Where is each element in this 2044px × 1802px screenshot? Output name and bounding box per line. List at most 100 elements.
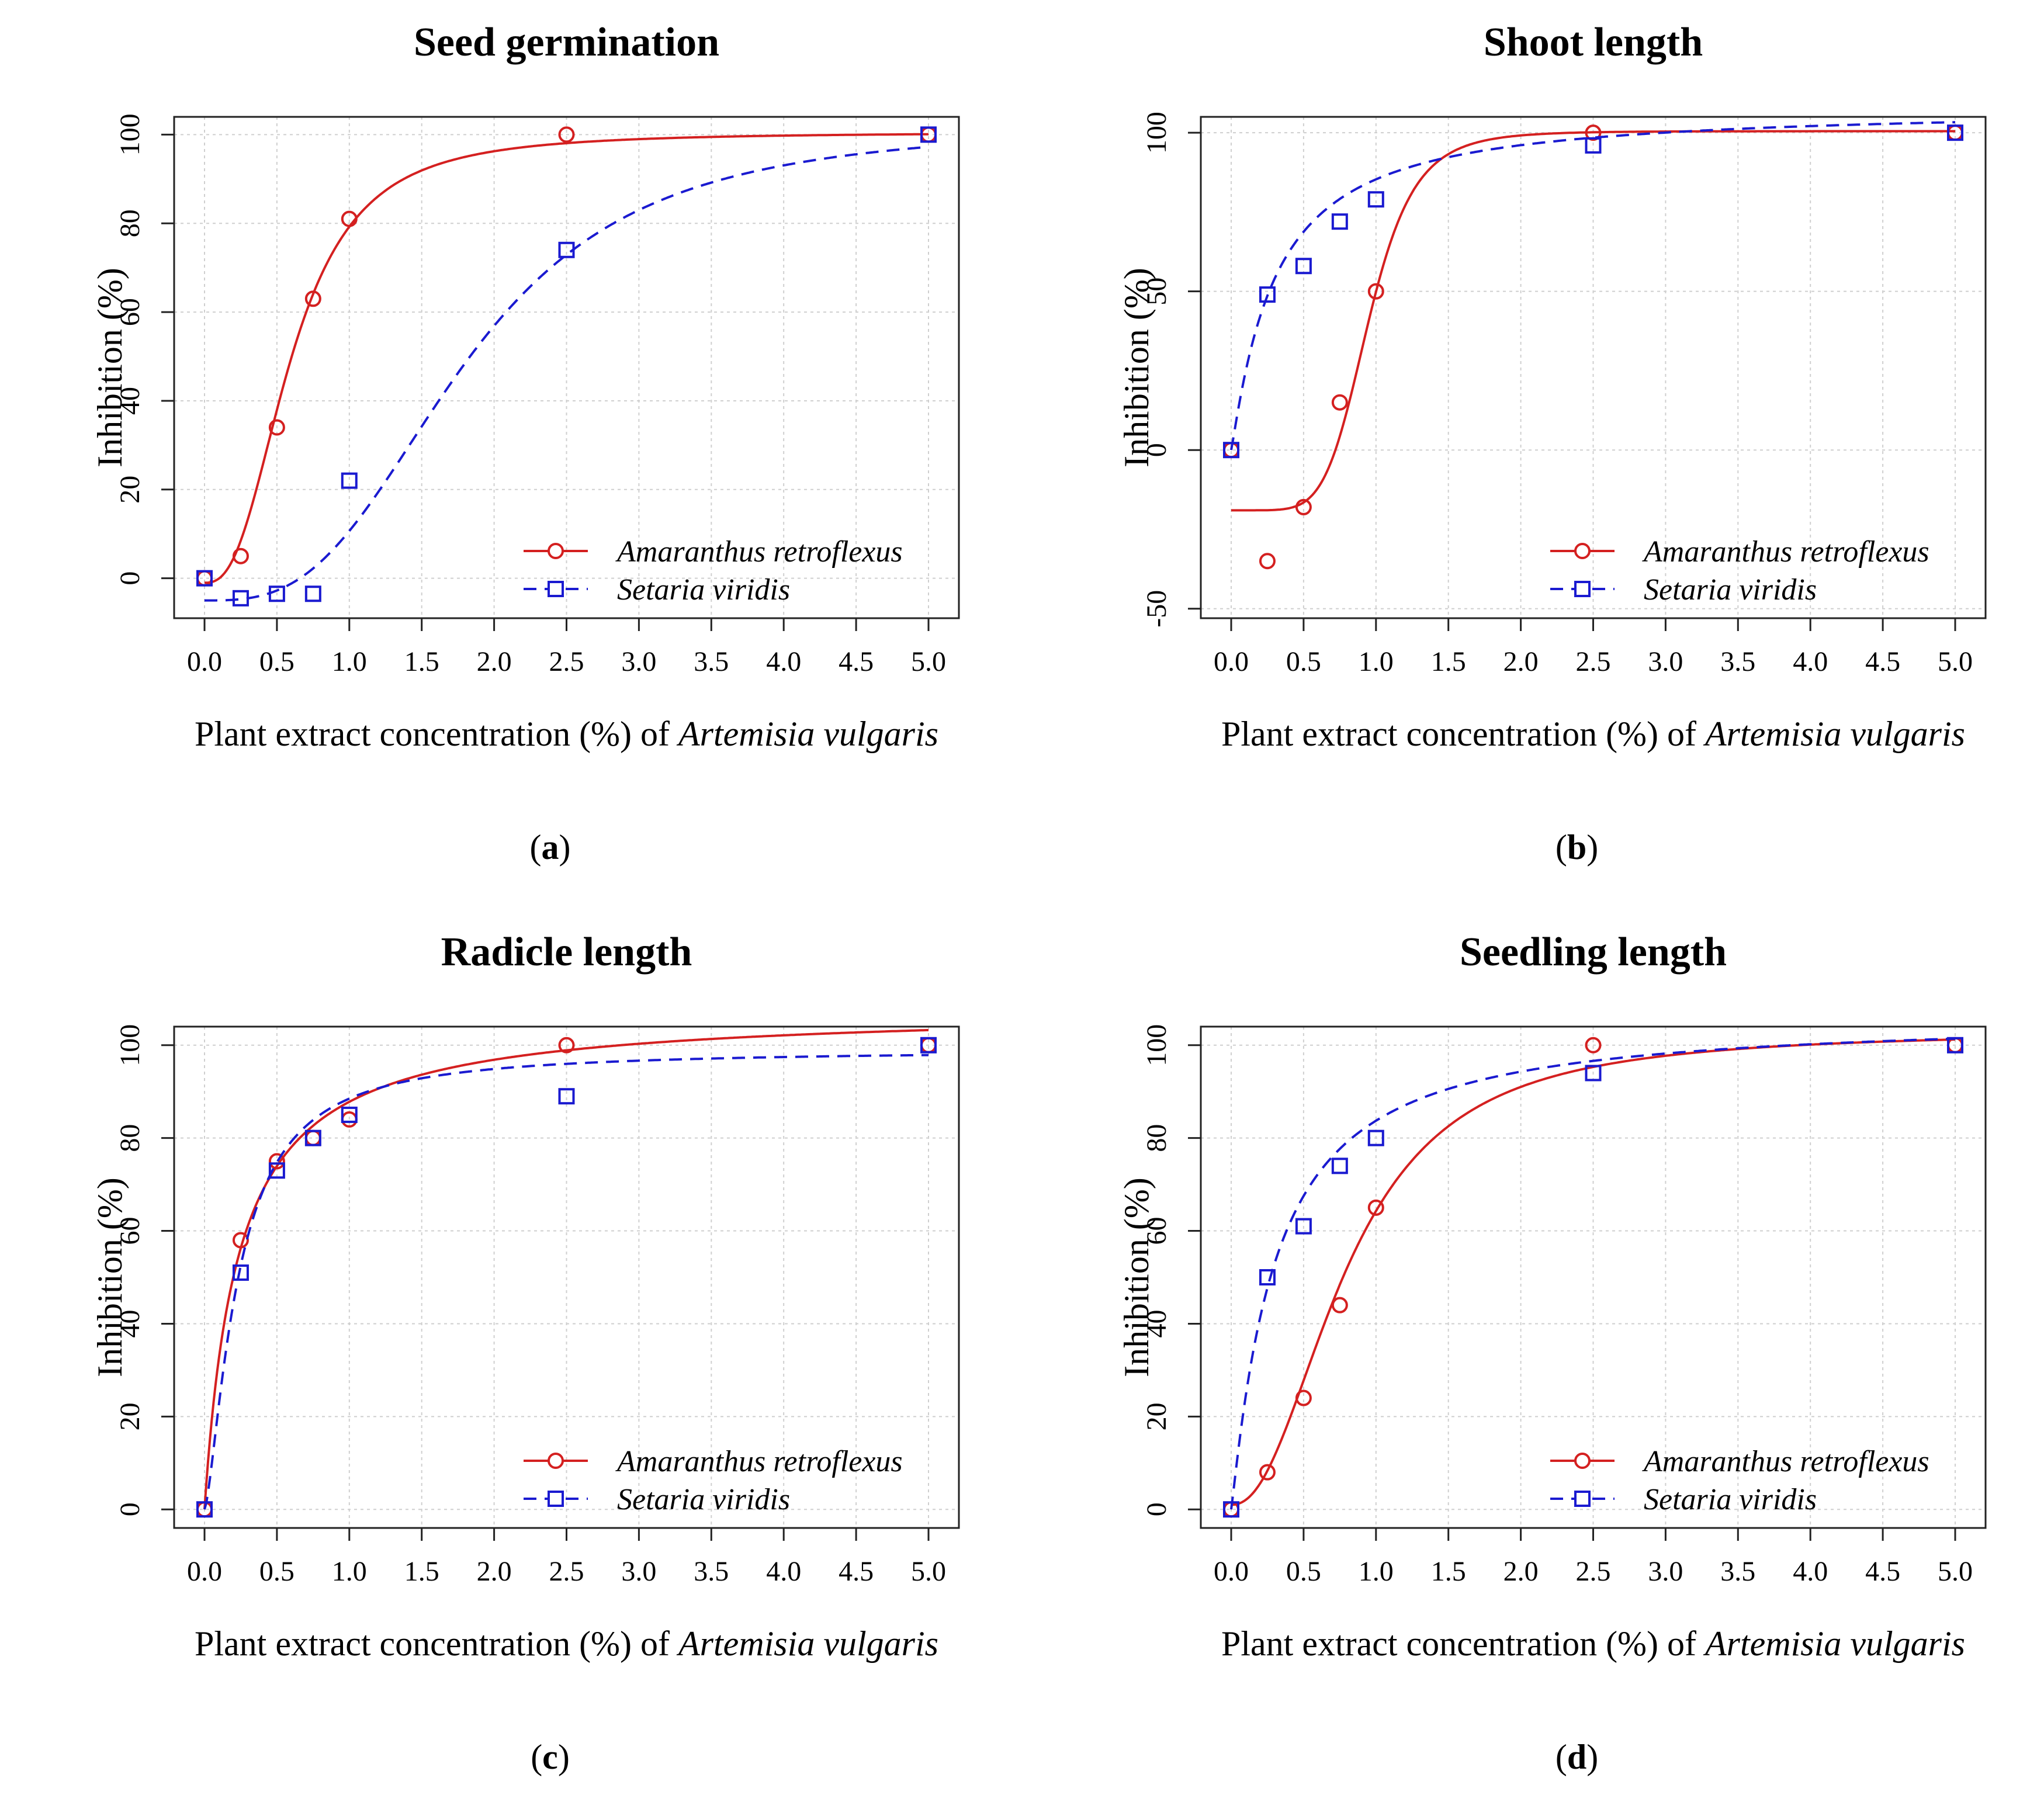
fit-curve-setaria [205, 145, 929, 602]
data-point-setaria [232, 590, 249, 607]
data-point-setaria [1331, 1158, 1348, 1174]
fit-curve-setaria [1230, 1037, 1956, 1510]
legend: Amaranthus retroflexus Setaria viridis [1550, 1445, 1929, 1516]
data-point-setaria [1367, 1129, 1384, 1146]
x-tick-label: 0.0 [187, 646, 222, 677]
y-tick-label: 20 [115, 1402, 145, 1430]
y-tick-label: 0 [1141, 1502, 1172, 1516]
data-point-amaranthus [341, 210, 358, 227]
x-tick-label: 0.5 [1286, 1556, 1321, 1587]
x-tick-label: 3.5 [1720, 646, 1755, 677]
y-tick-label: 80 [1141, 1124, 1172, 1152]
x-tick-label: 0.0 [1214, 646, 1249, 677]
legend-label: Setaria viridis [1644, 1483, 1817, 1516]
x-axis-label: Plant extract concentration (%) of Artem… [1221, 1624, 1965, 1663]
chart-panel-b: Shoot length 0.0 0.5 1.0 1.5 2.0 2.5 3.0 3.5 4.0 4… [1117, 20, 1987, 867]
panel-label-letter: d [1567, 1738, 1586, 1776]
x-tick-label: 5.0 [911, 1556, 946, 1587]
y-tick-label: 40 [1141, 1309, 1172, 1337]
x-tick-label: 1.5 [1431, 1556, 1466, 1587]
data-point-setaria [1585, 1065, 1602, 1082]
data-point-amaranthus [1585, 124, 1602, 141]
x-tick-label: 2.5 [549, 1556, 584, 1587]
x-tick-label: 4.0 [766, 646, 801, 677]
data-point-setaria [1259, 1269, 1276, 1285]
data-point-amaranthus [558, 1037, 575, 1054]
legend-label: Setaria viridis [617, 573, 790, 607]
y-tick-label: 80 [115, 209, 145, 237]
y-tick-label: 40 [115, 387, 145, 415]
y-axis-label: Inhibition (%) [91, 1177, 129, 1377]
data-point-amaranthus [1295, 498, 1312, 515]
y-tick-label: 0 [115, 1502, 145, 1516]
fit-curve-amaranthus [204, 133, 929, 584]
panel-label: (a) [530, 828, 571, 867]
data-point-amaranthus [1331, 394, 1348, 411]
data-point-setaria [304, 1129, 321, 1146]
chart-title: Seedling length [1460, 930, 1727, 975]
data-point-setaria [268, 1162, 285, 1179]
data-point-amaranthus [268, 419, 285, 436]
data-point-amaranthus [558, 126, 575, 143]
x-tick-label: 2.0 [1503, 646, 1539, 677]
x-tick-label: 1.0 [1359, 646, 1394, 677]
x-tick-label: 4.0 [1793, 646, 1828, 677]
chart-title: Seed germination [414, 20, 719, 65]
data-point-setaria [1947, 124, 1963, 141]
data-point-amaranthus [232, 1232, 249, 1249]
data-point-amaranthus [1367, 1199, 1384, 1216]
x-tick-label: 1.0 [1359, 1556, 1394, 1587]
data-point-amaranthus [304, 290, 321, 307]
y-tick-label: 100 [115, 1024, 145, 1066]
legend-label: Setaria viridis [1644, 573, 1817, 607]
y-tick-label: 40 [115, 1309, 145, 1337]
fit-curve-setaria [1230, 121, 1956, 450]
data-point-setaria [1295, 258, 1312, 275]
panel-label: (c) [531, 1738, 570, 1776]
x-axis-label-prefix: Plant extract concentration (%) of [195, 1624, 678, 1663]
x-tick-label: 5.0 [911, 646, 946, 677]
legend-label: Amaranthus retroflexus [1642, 535, 1929, 569]
y-tick-label: 100 [1141, 112, 1172, 154]
data-point-setaria [920, 126, 937, 143]
fit-curve-amaranthus [203, 1029, 929, 1510]
legend-marker-amaranthus [1574, 1453, 1591, 1469]
panel-label-open: ( [1555, 828, 1567, 867]
x-axis-label-prefix: Plant extract concentration (%) of [1221, 1624, 1705, 1663]
y-tick-label: 80 [115, 1124, 145, 1152]
data-point-setaria [341, 472, 358, 489]
y-tick-label: 0 [115, 571, 145, 585]
y-tick-label: 100 [1141, 1024, 1172, 1066]
data-point-setaria [1331, 213, 1348, 230]
legend-marker-setaria [548, 581, 564, 597]
chart-panel-a: Seed germination 0.0 0.5 1.0 1.5 2.0 2.5 3.0 3.5… [91, 20, 960, 867]
data-point-setaria [232, 1264, 249, 1281]
x-axis-label: Plant extract concentration (%) of Artem… [1221, 715, 1965, 753]
y-axis-label: Inhibition (%) [1117, 1177, 1156, 1377]
y-tick-label: 60 [115, 1217, 145, 1245]
fit-curve-amaranthus [1231, 130, 1955, 512]
data-point-setaria [1223, 1501, 1239, 1518]
data-point-setaria [1585, 137, 1602, 154]
data-point-setaria [558, 241, 575, 258]
chart-title: Radicle length [441, 930, 692, 975]
panel-label-letter: a [542, 828, 559, 867]
legend-label: Amaranthus retroflexus [1642, 1445, 1929, 1478]
x-tick-label: 1.5 [1431, 646, 1466, 677]
legend: Amaranthus retroflexus Setaria viridis [1550, 535, 1929, 607]
data-point-amaranthus [232, 547, 249, 564]
legend-marker-setaria [1574, 581, 1591, 597]
x-tick-label: 2.5 [1576, 646, 1611, 677]
x-tick-label: 3.0 [1648, 1556, 1683, 1587]
x-axis-label-prefix: Plant extract concentration (%) of [1221, 715, 1705, 753]
panel-label-close: ) [558, 1738, 570, 1776]
legend-marker-setaria [1574, 1491, 1591, 1507]
x-tick-label: 4.0 [766, 1556, 801, 1587]
data-point-setaria [304, 585, 321, 602]
data-point-amaranthus [1585, 1037, 1602, 1054]
x-tick-label: 0.5 [259, 1556, 295, 1587]
y-tick-label: -50 [1141, 590, 1172, 628]
x-tick-label: 0.5 [1286, 646, 1321, 677]
data-point-setaria [1947, 1037, 1963, 1054]
